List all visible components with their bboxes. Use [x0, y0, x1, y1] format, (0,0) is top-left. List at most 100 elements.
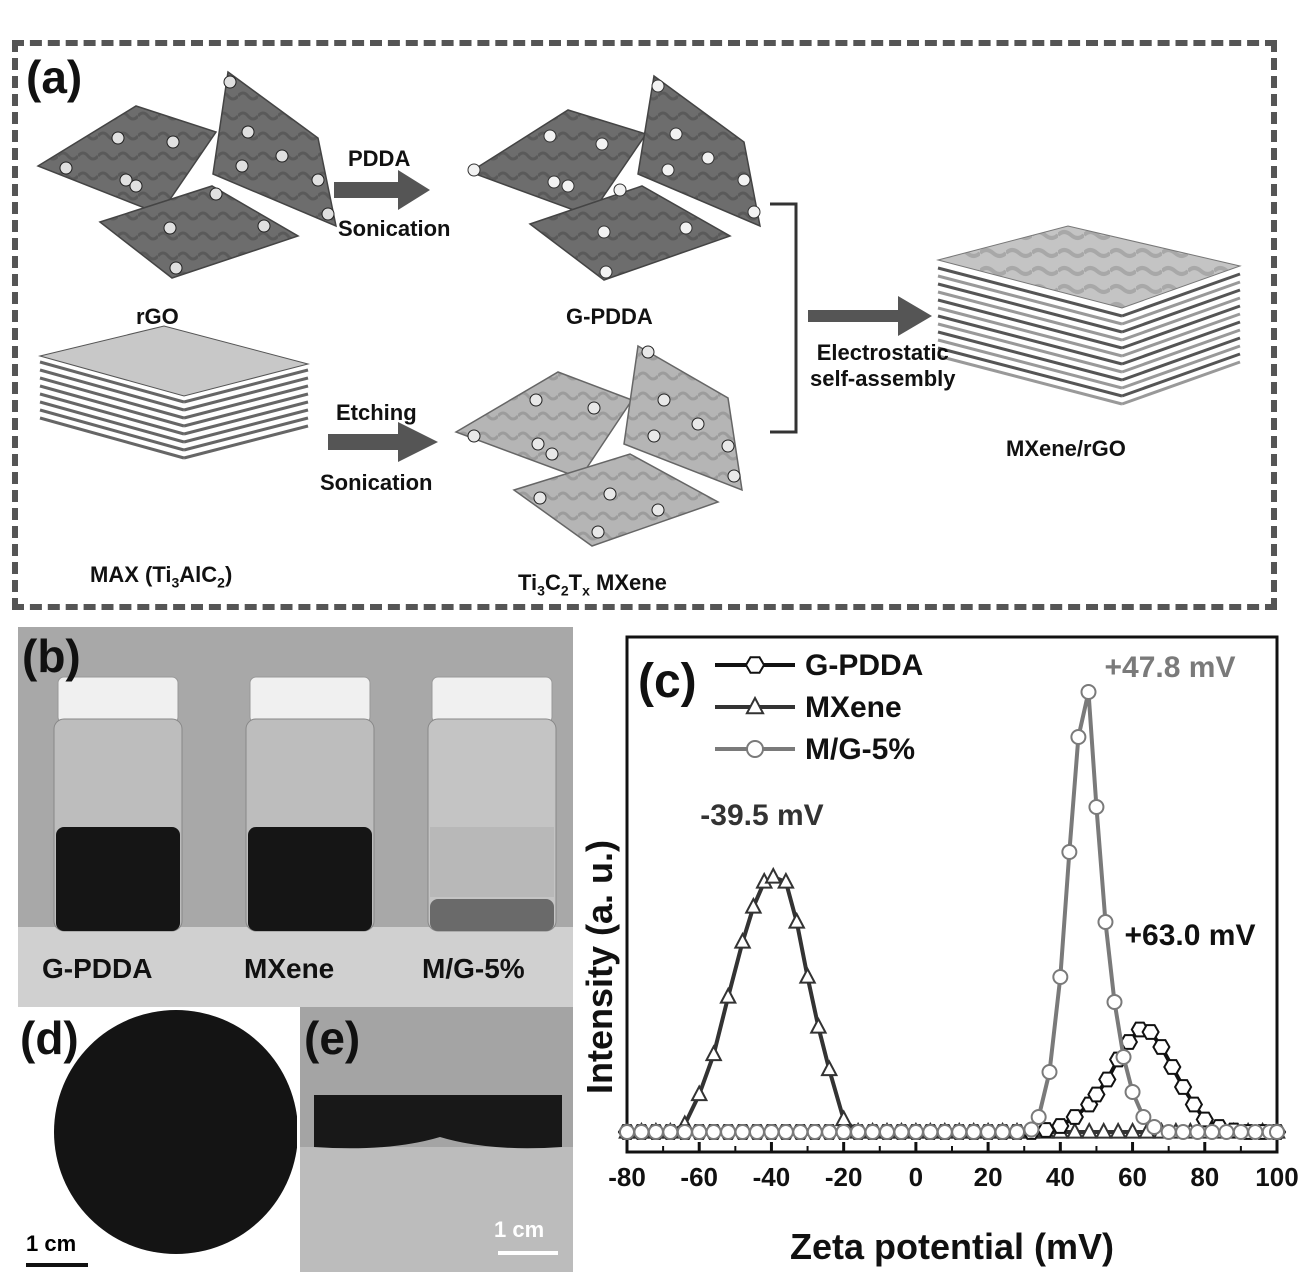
- rgo-label: rGO: [136, 304, 179, 329]
- x-tick-label: -80: [608, 1162, 646, 1192]
- schematic-panel-a: (a): [12, 40, 1277, 610]
- vial-label-1: G-PDDA: [42, 953, 153, 984]
- plot-border: [625, 635, 1279, 1154]
- rgo-sheets: [36, 70, 338, 279]
- legend: G-PDDA MXene M/G-5%: [715, 649, 923, 766]
- data-point: [907, 1124, 924, 1140]
- data-point: [704, 1044, 723, 1062]
- data-point: [1218, 1124, 1235, 1140]
- data-point: [1184, 1096, 1204, 1113]
- data-point: [864, 1124, 881, 1140]
- legend-label: G-PDDA: [805, 649, 923, 682]
- data-point: [1123, 1121, 1142, 1139]
- schematic-graphics: [36, 70, 1242, 547]
- legend-marker: [744, 656, 766, 674]
- data-point: [733, 931, 752, 949]
- arrow1-top-label: PDDA: [348, 146, 411, 171]
- data-point: [1036, 1122, 1056, 1138]
- data-point: [777, 1124, 794, 1140]
- mxene-sheets: [454, 344, 743, 547]
- data-point: [1189, 1124, 1206, 1140]
- data-point: [965, 1124, 982, 1140]
- mxene-rgo-label: MXene/rGO: [1006, 436, 1126, 461]
- x-axis-ticks: -80 -60 -40 -20 0 20 40 60 80 100: [608, 1142, 1299, 1192]
- legend-label: M/G-5%: [805, 733, 915, 766]
- data-point: [749, 1124, 765, 1140]
- data-point: [1173, 1079, 1193, 1095]
- data-point: [734, 1124, 751, 1140]
- data-point: [662, 1124, 679, 1140]
- data-point: [1124, 1084, 1141, 1100]
- data-point: [821, 1124, 838, 1140]
- plot-frame: [625, 635, 1279, 1154]
- data-point: [691, 1124, 708, 1140]
- data-point: [1065, 1109, 1084, 1125]
- gpdda-label: G-PDDA: [566, 304, 653, 329]
- gpdda-sheets: [467, 74, 761, 281]
- x-axis-label: Zeta potential (mV): [790, 1226, 1114, 1267]
- data-point: [980, 1124, 997, 1140]
- data-point: [633, 1124, 650, 1140]
- data-point: [879, 1124, 895, 1140]
- x-tick-label: -20: [825, 1162, 863, 1192]
- vials-graphic: [18, 627, 573, 1007]
- data-point: [1094, 1121, 1113, 1139]
- data-point: [619, 1124, 635, 1140]
- assembly-line2: self-assembly: [810, 366, 956, 391]
- data-point: [676, 1124, 693, 1140]
- max-stack: [38, 325, 310, 460]
- legend-marker: [745, 695, 765, 715]
- max-label: MAX (Ti3AlC2): [90, 562, 233, 591]
- data-point: [1247, 1124, 1264, 1140]
- composite-stack: [936, 225, 1242, 406]
- data-point: [806, 1124, 823, 1140]
- data-point: [809, 1016, 828, 1034]
- film-roll: [300, 1007, 573, 1272]
- data-point: [1160, 1124, 1177, 1140]
- data-point: [764, 866, 783, 884]
- data-point: [922, 1124, 939, 1140]
- peak-annotation: -39.5 mV: [700, 799, 823, 832]
- legend-label: MXene: [805, 691, 902, 724]
- annotations: -39.5 mV +47.8 mV +63.0 mV: [700, 651, 1255, 952]
- vial-label-2: MXene: [244, 953, 335, 984]
- panel-d-letter: (d): [20, 1012, 79, 1064]
- vial-3: [427, 676, 557, 932]
- mxene-label: Ti3C2Tx MXene: [518, 570, 667, 599]
- data-point: [1009, 1124, 1025, 1140]
- peak-annotation: +63.0 mV: [1125, 919, 1256, 952]
- x-tick-label: 60: [1118, 1162, 1147, 1192]
- x-tick-label: 100: [1255, 1162, 1298, 1192]
- data-point: [1098, 1071, 1117, 1088]
- data-point: [835, 1124, 852, 1140]
- data-point: [1135, 1109, 1152, 1125]
- zeta-chart-svg: -80 -60 -40 -20 0 20 40 60 80 100 G-PDDA MXene M/G-…: [580, 635, 1299, 1267]
- series-m-g-5-: [619, 684, 1285, 1140]
- vial-2: [245, 676, 375, 932]
- bracket: [770, 202, 798, 434]
- data-point: [1204, 1124, 1220, 1140]
- data-point: [1087, 1086, 1106, 1103]
- scale-bar-label-d: 1 cm: [26, 1231, 77, 1256]
- data-point: [647, 1124, 664, 1140]
- data-point: [763, 1124, 780, 1140]
- legend-marker: [746, 740, 764, 758]
- data-point: [893, 1124, 910, 1140]
- data-point: [1115, 1049, 1132, 1065]
- data-point: [777, 871, 795, 889]
- data-point: [1051, 1118, 1070, 1134]
- data-point: [792, 1124, 809, 1140]
- x-tick-label: -60: [680, 1162, 718, 1192]
- x-tick-label: 20: [974, 1162, 1003, 1192]
- data-point: [1106, 994, 1123, 1010]
- data-point: [1080, 1121, 1099, 1139]
- panel-c-letter: (c): [638, 655, 697, 708]
- arrow2-top-label: Etching: [336, 400, 417, 425]
- data-point: [1030, 1109, 1047, 1125]
- data-point: [1070, 729, 1087, 745]
- data-point: [936, 1124, 953, 1140]
- data-point: [705, 1124, 722, 1140]
- data-point: [1269, 1124, 1285, 1140]
- data-point: [787, 911, 806, 929]
- vial-label-3: M/G-5%: [422, 953, 525, 984]
